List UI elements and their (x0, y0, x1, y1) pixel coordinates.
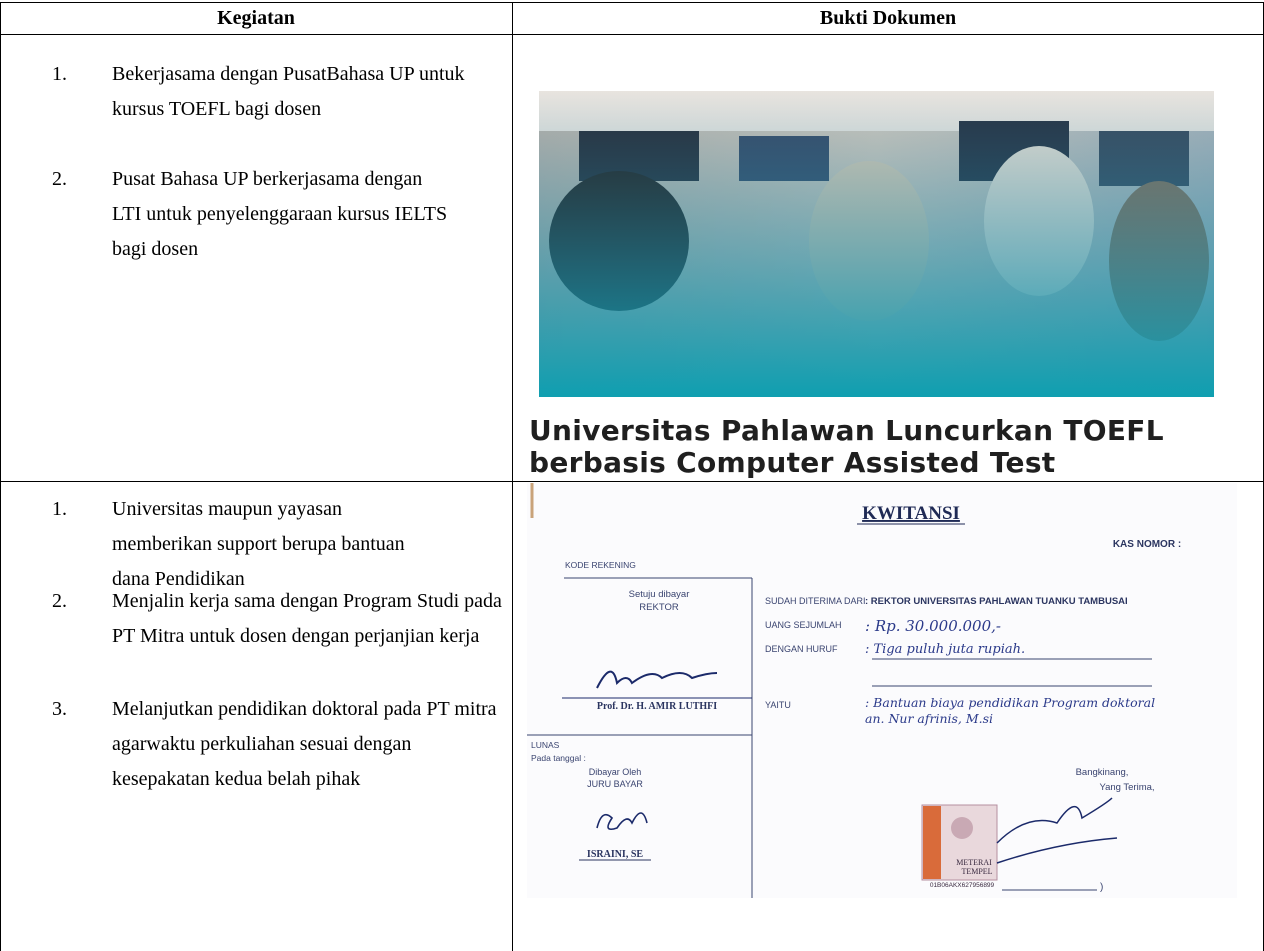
item-text: Pusat Bahasa UP berkerjasama dengan LTI … (112, 168, 448, 260)
item-text: Universitas maupun yayasan memberikan su… (112, 498, 405, 590)
field-value: : Rp. 30.000.000,- (865, 617, 1001, 635)
receipt-label: JURU BAYAR (587, 779, 643, 789)
item-number: 2. (52, 590, 67, 612)
field-label: YAITU (765, 700, 791, 710)
stamp-text: TEMPEL (961, 867, 992, 876)
stamp-band (923, 806, 941, 879)
receipt-label: ) (1100, 882, 1103, 893)
receipt-label: REKTOR (639, 602, 679, 613)
signature (596, 670, 718, 689)
receipt-label: KAS NOMOR : (1113, 539, 1181, 550)
item-text: Melanjutkan pendidikan doktoral pada PT … (112, 698, 497, 790)
stamp-text: METERAI (956, 858, 992, 867)
item-text: Bekerjasama dengan PusatBahasa UP untuk … (112, 63, 465, 120)
photo-overlay (539, 91, 1214, 397)
field-value: : Bantuan biaya pendidikan Program dokto… (865, 695, 1156, 726)
table-border (0, 34, 1264, 35)
receipt: KWITANSI KAS NOMOR : KODE REKENING Setuj… (527, 483, 1237, 898)
table-border (0, 2, 1264, 3)
stamp-emblem (951, 817, 973, 839)
item-number: 1. (52, 63, 67, 85)
item-number: 2. (52, 168, 67, 190)
receipt-label: LUNAS (531, 740, 560, 750)
receipt-label: KODE REKENING (565, 560, 636, 570)
receipt-title: KWITANSI (862, 503, 960, 524)
field-label: DENGAN HURUF (765, 644, 838, 654)
table-border (0, 481, 1264, 482)
column-header: Kegiatan (217, 7, 295, 29)
receipt-paper (527, 483, 1237, 898)
signature (596, 812, 648, 831)
receipt-label: Bangkinang, (1076, 767, 1129, 778)
field-label: UANG SEJUMLAH (765, 620, 842, 630)
receipt-label: Yang Terima, (1099, 782, 1154, 793)
item-text: Menjalin kerja sama dengan Program Studi… (112, 590, 502, 647)
signature (996, 797, 1118, 864)
field-value: : Tiga puluh juta rupiah. (865, 642, 1025, 657)
signatory-name: ISRAINI, SE (587, 849, 643, 860)
item-number: 3. (52, 698, 67, 720)
headline: Universitas Pahlawan Luncurkan TOEFL (529, 414, 1164, 447)
receipt-label: Pada tanggal : (531, 753, 586, 763)
signatory-name: Prof. Dr. H. AMIR LUTHFI (597, 701, 717, 712)
item-number: 1. (52, 498, 67, 520)
table-border (0, 2, 1, 951)
table-border (512, 2, 513, 951)
column-header: Bukti Dokumen (819, 7, 957, 29)
stamp-code: 01B06AKX627956899 (930, 882, 995, 889)
receipt-label: Setuju dibayar (629, 589, 690, 600)
field-value-box: : Bantuan biaya pendidikan Program dokto… (865, 695, 1156, 726)
receipt-label: Dibayar Oleh (589, 767, 642, 777)
photo (539, 91, 1214, 397)
headline: berbasis Computer Assisted Test (529, 446, 1056, 479)
field-value: : REKTOR UNIVERSITAS PAHLAWAN TUANKU TAM… (865, 596, 1128, 607)
field-label: SUDAH DITERIMA DARI (765, 596, 866, 606)
